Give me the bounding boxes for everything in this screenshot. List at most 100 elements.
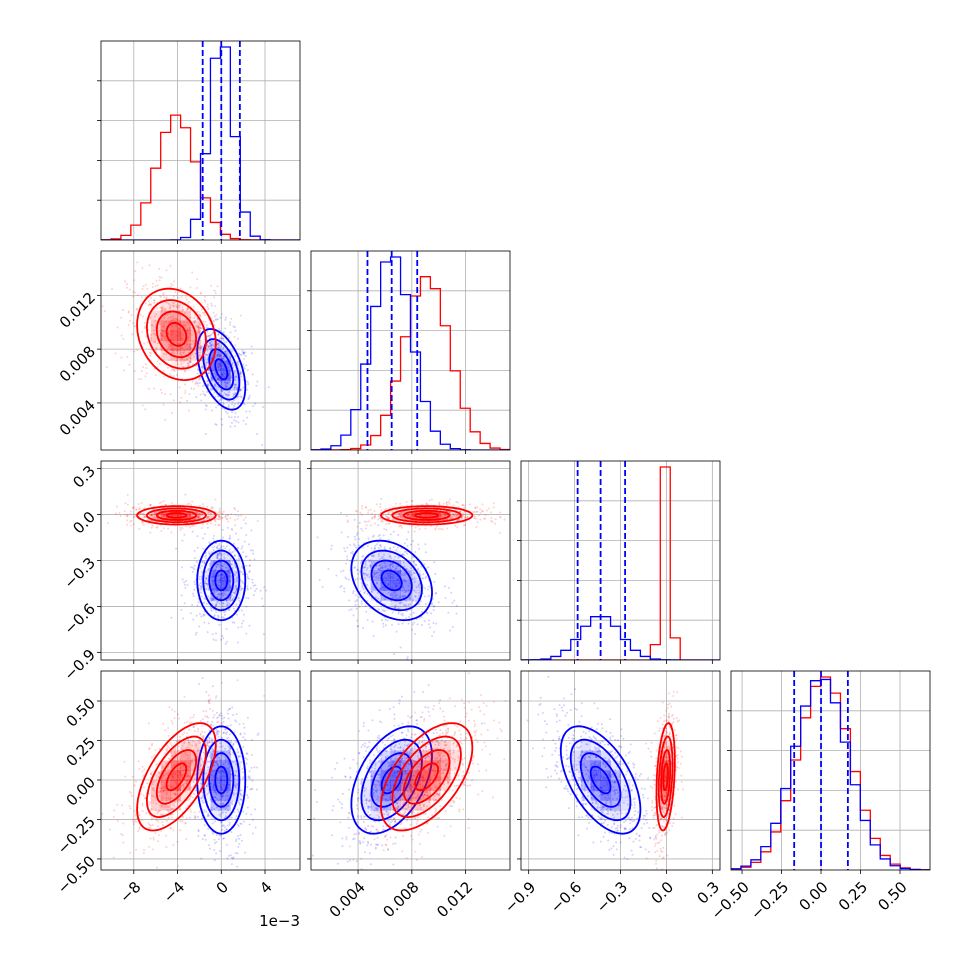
sample-point	[240, 798, 243, 801]
sample-point	[481, 510, 484, 513]
sample-point	[398, 520, 401, 523]
sample-point	[239, 395, 242, 398]
panel-p4-vs-p1: −0.50−0.250.000.250.50−8 −4 0 4	[54, 670, 301, 906]
sample-point	[202, 385, 205, 388]
sample-point	[182, 321, 185, 324]
sample-point	[202, 796, 205, 799]
sample-point	[217, 771, 220, 774]
sample-point	[218, 355, 221, 358]
sample-point	[235, 558, 238, 561]
sample-point	[377, 608, 380, 611]
sample-point	[228, 823, 231, 826]
sample-point	[173, 399, 176, 402]
sample-point	[362, 588, 365, 591]
sample-point	[234, 785, 237, 788]
sample-point	[438, 504, 441, 507]
sample-point	[222, 602, 225, 605]
sample-point	[226, 603, 229, 606]
sample-point	[463, 504, 466, 507]
sample-point	[425, 611, 428, 614]
sample-point	[234, 376, 237, 379]
sample-point	[208, 516, 211, 519]
sample-point	[217, 735, 220, 738]
sample-point	[208, 738, 211, 741]
sample-point	[158, 809, 161, 812]
sample-point	[444, 596, 447, 599]
sample-point	[361, 555, 364, 558]
sample-point	[413, 560, 416, 563]
sample-point	[242, 736, 245, 739]
sample-point	[366, 593, 369, 596]
sample-point	[239, 389, 242, 392]
sample-point	[221, 528, 224, 531]
sample-point	[355, 546, 358, 549]
sample-point	[207, 588, 210, 591]
sample-point	[254, 584, 257, 587]
sample-point	[393, 568, 396, 571]
sample-point	[253, 590, 256, 593]
sample-point	[405, 568, 408, 571]
sample-point	[182, 323, 185, 326]
sample-point	[183, 742, 186, 745]
sample-point	[199, 377, 202, 380]
sample-point	[232, 713, 235, 716]
sample-point	[175, 359, 178, 362]
sample-point	[235, 587, 238, 590]
sample-point	[445, 501, 448, 504]
sample-point	[406, 544, 409, 547]
sample-point	[226, 526, 229, 529]
sample-point	[207, 334, 210, 337]
sample-point	[213, 315, 216, 318]
sample-point	[218, 552, 221, 555]
sample-point	[451, 601, 454, 604]
sample-point	[235, 375, 238, 378]
sample-point	[232, 743, 235, 746]
sample-point	[223, 556, 226, 559]
sample-point	[197, 513, 200, 516]
sample-point	[159, 323, 162, 326]
sample-point	[165, 834, 168, 837]
sample-point	[414, 563, 417, 566]
density-cell	[390, 600, 401, 611]
sample-point	[200, 797, 203, 800]
sample-point	[205, 582, 208, 585]
sample-point	[197, 601, 200, 604]
sample-point	[164, 310, 167, 313]
sample-point	[181, 578, 184, 581]
sample-point	[399, 511, 402, 514]
sample-point	[172, 844, 175, 847]
sample-point	[217, 563, 220, 566]
sample-point	[365, 573, 368, 576]
sample-point	[157, 840, 160, 843]
sample-point	[206, 760, 209, 763]
sample-point	[402, 578, 405, 581]
sample-point	[217, 552, 220, 555]
sample-point	[155, 516, 158, 519]
sample-point	[373, 514, 376, 517]
sample-point	[361, 507, 364, 510]
sample-point	[198, 313, 201, 316]
sample-point	[210, 346, 213, 349]
sample-point	[205, 810, 208, 813]
sample-point	[215, 806, 218, 809]
sample-point	[152, 789, 155, 792]
sample-point	[209, 756, 212, 759]
sample-point	[210, 302, 213, 305]
sample-point	[189, 348, 192, 351]
sample-point	[239, 792, 242, 795]
sample-point	[168, 336, 171, 339]
sample-point	[373, 571, 376, 574]
sample-point	[197, 330, 200, 333]
sample-point	[220, 402, 223, 405]
sample-point	[430, 525, 433, 528]
sample-point	[171, 816, 174, 819]
sample-point	[235, 613, 238, 616]
sample-point	[157, 825, 160, 828]
sample-point	[171, 755, 174, 758]
sample-point	[219, 355, 222, 358]
sample-point	[204, 394, 207, 397]
sample-point	[405, 599, 408, 602]
sample-point	[242, 745, 245, 748]
sample-point	[153, 315, 156, 318]
sample-point	[234, 719, 237, 722]
